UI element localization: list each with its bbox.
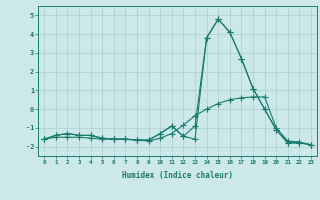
- X-axis label: Humidex (Indice chaleur): Humidex (Indice chaleur): [122, 171, 233, 180]
